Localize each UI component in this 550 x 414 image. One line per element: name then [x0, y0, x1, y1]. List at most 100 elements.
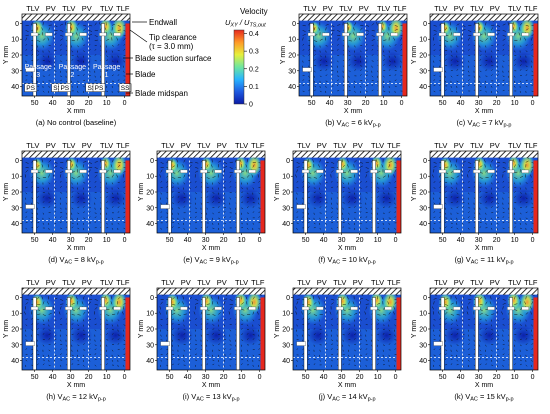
- velocity-vector: [337, 75, 340, 77]
- velocity-vector: [348, 54, 351, 56]
- velocity-vector: [450, 363, 453, 366]
- velocity-vector: [331, 227, 333, 230]
- velocity-vector: [449, 159, 452, 163]
- velocity-field: [157, 288, 265, 370]
- velocity-vector: [94, 54, 97, 56]
- velocity-vector: [354, 64, 356, 66]
- velocity-vector: [336, 311, 338, 315]
- velocity-vector: [94, 353, 97, 356]
- velocity-vector: [36, 58, 39, 61]
- velocity-vector: [83, 65, 86, 67]
- x-axis-label: X mm: [67, 108, 85, 115]
- velocity-vector: [502, 303, 506, 305]
- velocity-vector: [519, 169, 521, 173]
- velocity-vector: [394, 29, 398, 31]
- velocity-vector: [25, 170, 29, 173]
- velocity-vector: [467, 37, 470, 41]
- velocity-vector: [400, 49, 403, 51]
- low-velocity-region: [381, 51, 404, 72]
- velocity-vector: [37, 54, 39, 56]
- velocity-vector: [183, 201, 186, 203]
- velocity-vector: [177, 164, 179, 168]
- velocity-vector: [331, 207, 334, 209]
- velocity-vector: [94, 167, 98, 169]
- velocity-vector: [302, 348, 305, 350]
- velocity-vector: [394, 50, 397, 52]
- x-tick-label: 20: [493, 100, 501, 107]
- feature-label-tlf: TLF: [387, 141, 401, 150]
- velocity-vector: [223, 181, 226, 183]
- velocity-vector: [479, 334, 482, 336]
- velocity-vector: [48, 50, 50, 53]
- velocity-vector: [94, 359, 97, 361]
- velocity-vector: [502, 344, 505, 345]
- velocity-vector: [450, 59, 453, 61]
- region-box: [376, 32, 384, 37]
- velocity-vector: [94, 304, 98, 306]
- velocity-vector: [444, 54, 447, 56]
- velocity-vector: [331, 186, 334, 188]
- velocity-vector: [160, 359, 163, 362]
- velocity-vector: [359, 165, 363, 168]
- velocity-vector: [258, 170, 261, 173]
- x-tick-label: 30: [67, 237, 75, 244]
- velocity-vector: [496, 354, 499, 357]
- velocity-vector: [252, 222, 254, 225]
- velocity-vector: [172, 177, 176, 179]
- velocity-vector: [117, 65, 120, 68]
- colorbar-tick-label: 0.3: [249, 49, 259, 56]
- y-tick-label: 20: [11, 53, 19, 60]
- velocity-vector: [479, 186, 482, 188]
- velocity-vector: [177, 354, 180, 357]
- velocity-vector: [519, 192, 522, 194]
- velocity-vector: [88, 49, 91, 51]
- x-tick-label: 0: [531, 374, 535, 381]
- velocity-vector: [71, 354, 74, 356]
- velocity-vector: [212, 201, 214, 203]
- y-tick-label: 40: [11, 221, 19, 228]
- region-box: [473, 169, 481, 174]
- x-tick-label: 50: [166, 237, 174, 244]
- velocity-vector: [519, 227, 522, 229]
- velocity-vector: [308, 182, 311, 184]
- velocity-vector: [83, 217, 86, 219]
- velocity-vector: [88, 30, 93, 32]
- velocity-vector: [177, 169, 181, 173]
- velocity-vector: [342, 53, 345, 56]
- velocity-vector: [302, 90, 305, 92]
- velocity-vector: [100, 80, 102, 83]
- velocity-vector: [319, 182, 321, 185]
- velocity-vector: [514, 177, 518, 179]
- velocity-vector: [514, 196, 516, 198]
- velocity-vector: [450, 64, 453, 66]
- velocity-vector: [83, 206, 85, 208]
- x-axis-label: X mm: [67, 382, 85, 389]
- velocity-vector: [308, 304, 312, 306]
- velocity-vector: [71, 85, 73, 88]
- velocity-vector: [531, 181, 534, 183]
- velocity-field: [22, 151, 130, 233]
- velocity-vector: [302, 25, 306, 27]
- low-velocity-region: [70, 51, 93, 72]
- velocity-vector: [194, 180, 197, 183]
- suction-side-label: SS: [53, 85, 62, 92]
- velocity-vector: [106, 201, 108, 203]
- velocity-vector: [308, 84, 310, 87]
- region-box: [438, 169, 447, 174]
- velocity-vector: [485, 363, 487, 366]
- velocity-vector: [71, 182, 73, 185]
- velocity-vector: [183, 217, 185, 220]
- velocity-vector: [331, 90, 333, 93]
- tip-clearance-label: Tip clearance: [149, 33, 197, 42]
- velocity-vector: [359, 222, 362, 225]
- velocity-vector: [502, 35, 506, 37]
- velocity-vector: [365, 79, 368, 82]
- velocity-vector: [117, 74, 120, 76]
- velocity-vector: [491, 206, 493, 208]
- velocity-vector: [313, 339, 316, 341]
- velocity-vector: [519, 69, 522, 71]
- velocity-vector: [371, 44, 374, 46]
- velocity-vector: [342, 182, 345, 185]
- feature-label-tlv: TLV: [297, 141, 310, 150]
- velocity-vector: [313, 207, 316, 209]
